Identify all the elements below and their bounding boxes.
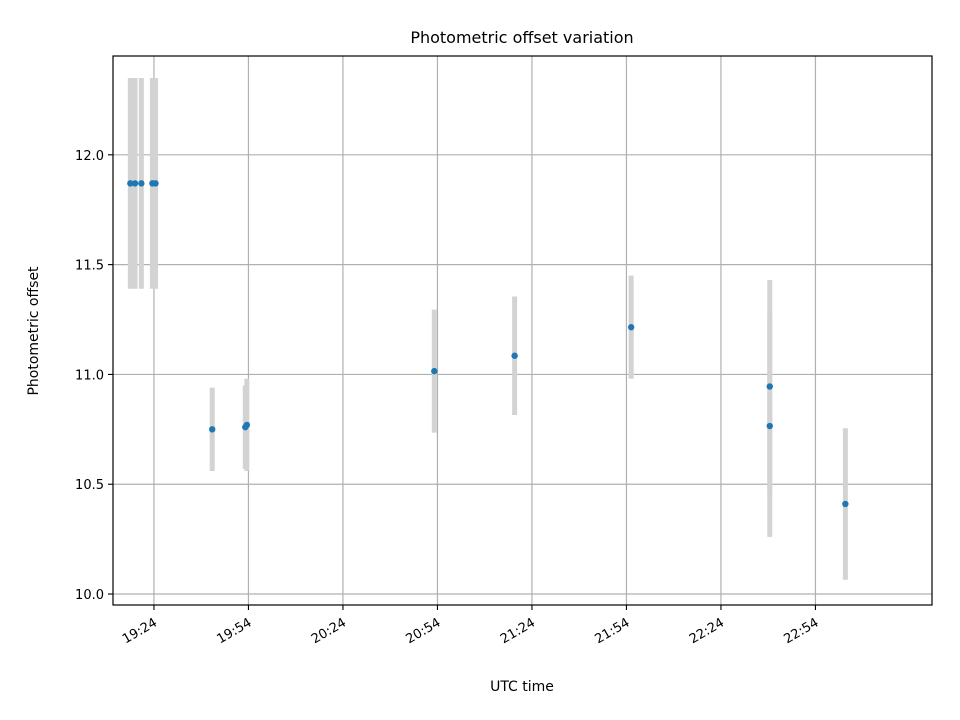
errorbar-layer [127, 77, 848, 580]
x-tick-label: 20:24 [309, 615, 349, 647]
data-point [243, 421, 251, 429]
y-tick-label: 11.0 [75, 368, 104, 383]
data-point [152, 180, 159, 187]
y-tick-label: 12.0 [75, 149, 104, 164]
y-tick-label: 10.0 [75, 588, 104, 603]
y-tick-label: 10.5 [75, 478, 104, 493]
chart-title: Photometric offset variation [410, 28, 633, 47]
grid-layer [113, 56, 932, 605]
data-point [431, 367, 438, 375]
data-point [138, 180, 145, 187]
data-point [766, 383, 773, 390]
data-point [766, 422, 773, 430]
tick-layer: 19:24 19:54 20:24 20:54 21:24 21:54 22:24 22:54… [75, 149, 821, 647]
plot-frame [112, 55, 933, 606]
x-tick-label: 21:24 [498, 615, 538, 647]
x-tick-label: 19:54 [215, 615, 255, 647]
x-tick-label: 22:24 [687, 615, 727, 647]
data-point [511, 352, 518, 359]
y-tick-label: 11.5 [75, 259, 104, 274]
x-tick-label: 22:54 [782, 615, 822, 647]
data-point [842, 500, 849, 508]
data-point [131, 180, 139, 187]
x-tick-label: 20:54 [404, 615, 444, 647]
data-point [209, 426, 216, 433]
x-tick-label: 19:24 [120, 615, 160, 647]
x-tick-label: 21:54 [593, 615, 633, 647]
data-point [127, 180, 134, 187]
data-point [627, 324, 635, 331]
x-axis-label: UTC time [490, 679, 554, 695]
point-layer [127, 180, 849, 508]
y-axis-label: Photometric offset [26, 266, 42, 396]
